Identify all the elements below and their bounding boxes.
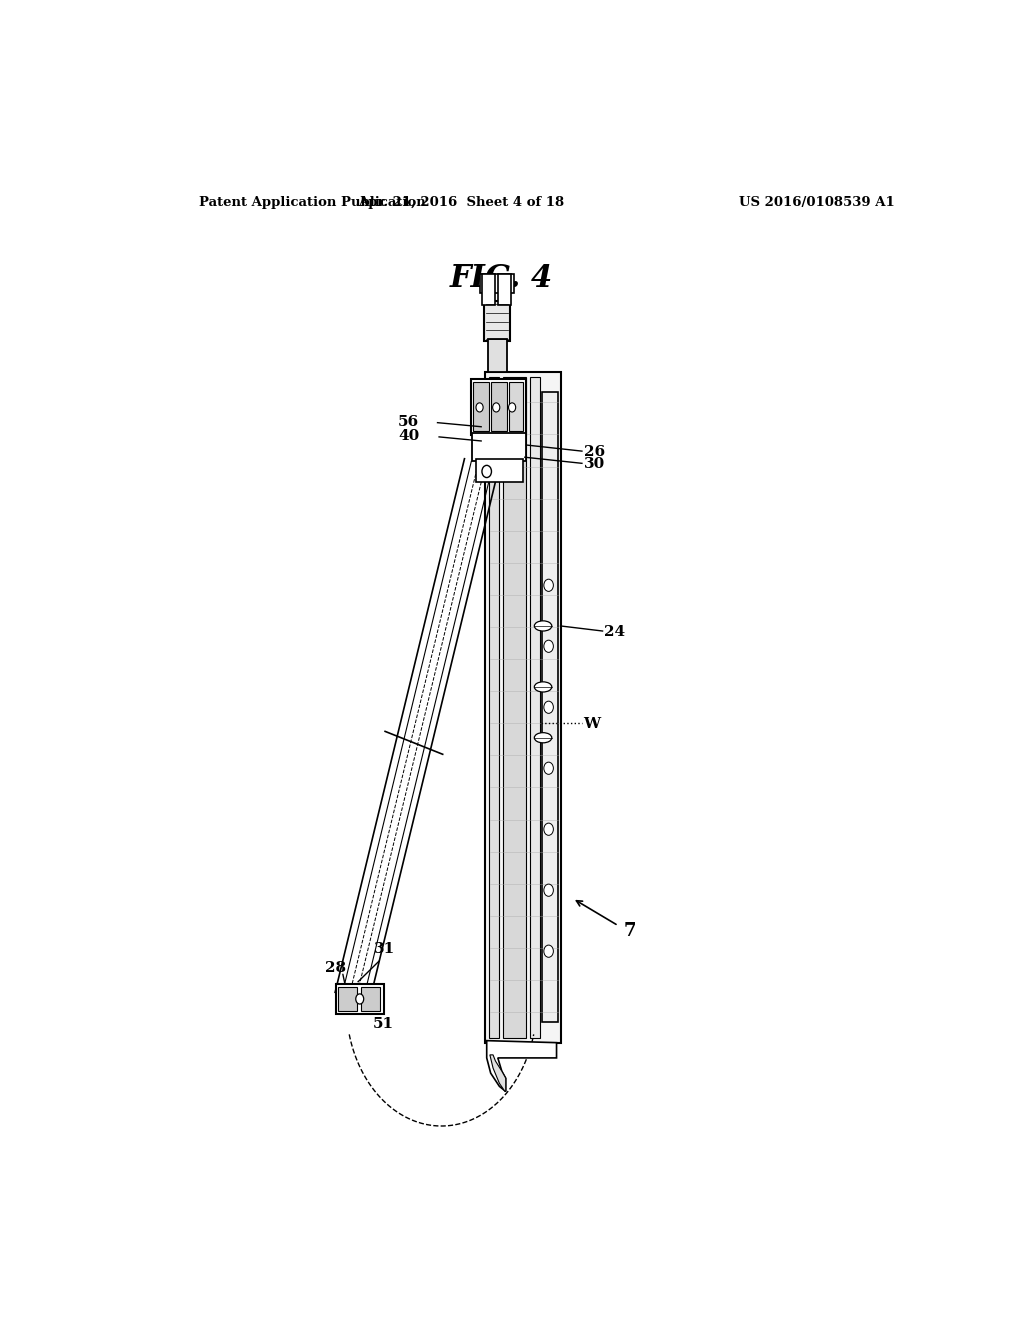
Ellipse shape [535,620,552,631]
Bar [338,987,357,1011]
Polygon shape [489,1055,506,1092]
Bar [482,275,496,305]
Bar [492,381,507,430]
Ellipse shape [535,682,552,692]
Text: FIG. 4: FIG. 4 [450,263,553,294]
Text: W: W [584,717,601,730]
Text: 51: 51 [373,1018,394,1031]
Circle shape [544,579,553,591]
Bar [487,339,507,372]
Circle shape [482,466,492,478]
Circle shape [544,824,553,836]
Circle shape [544,640,553,652]
Ellipse shape [535,733,552,743]
Text: 56: 56 [397,414,419,429]
Circle shape [544,701,553,713]
Bar [480,275,514,293]
Bar [471,379,526,434]
Circle shape [355,994,364,1005]
Circle shape [476,403,483,412]
Circle shape [544,884,553,896]
Text: 28: 28 [325,961,346,975]
Bar [543,392,558,1022]
Circle shape [493,403,500,412]
Bar [530,378,540,1038]
Bar [360,987,380,1011]
Text: Apr. 21, 2016  Sheet 4 of 18: Apr. 21, 2016 Sheet 4 of 18 [358,195,564,209]
Text: 26: 26 [584,445,604,459]
Bar [484,301,510,342]
Text: 7: 7 [624,921,637,940]
Bar [485,372,560,1043]
Text: 30: 30 [584,457,605,471]
Circle shape [544,762,553,775]
Bar [489,378,499,1038]
Bar [472,433,526,461]
Text: Patent Application Publication: Patent Application Publication [200,195,426,209]
Text: US 2016/0108539 A1: US 2016/0108539 A1 [739,195,895,209]
Bar [509,381,523,430]
Circle shape [509,403,516,412]
Text: 24: 24 [604,626,626,639]
Bar [336,983,384,1014]
Circle shape [544,945,553,957]
Bar [473,381,489,430]
Bar [498,275,511,305]
Bar [475,459,523,482]
Text: 40: 40 [398,429,420,444]
Polygon shape [486,1040,557,1092]
Text: 31: 31 [374,942,395,956]
Bar [503,378,526,1038]
